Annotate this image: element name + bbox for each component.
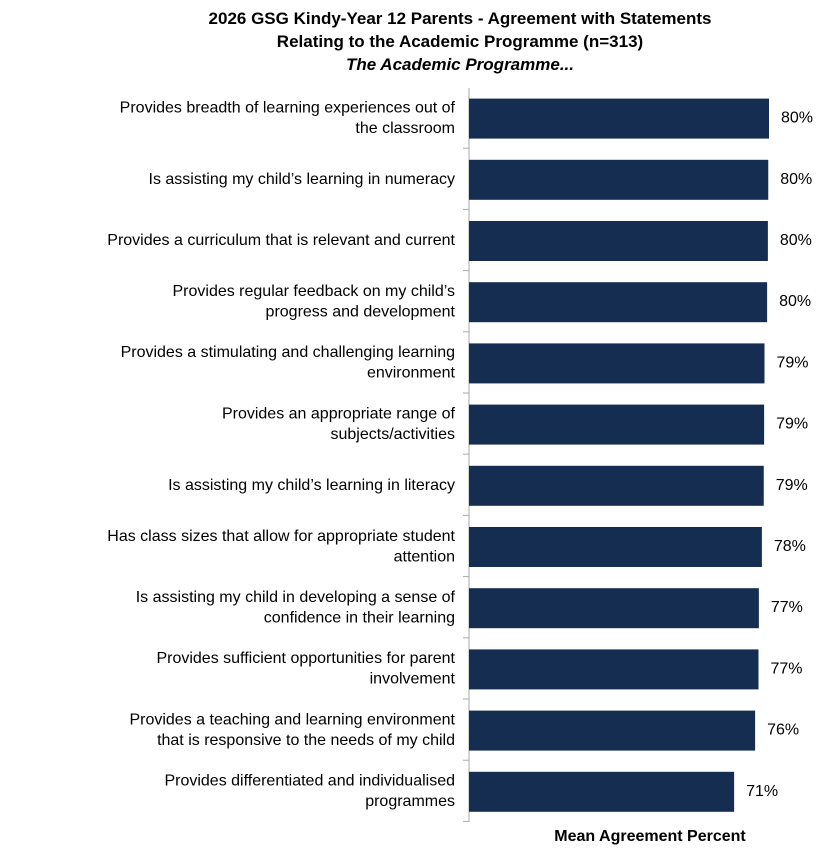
bar — [469, 282, 768, 323]
category-label: Provides differentiated and individualis… — [164, 773, 455, 811]
chart-subtitle: The Academic Programme... — [346, 55, 574, 74]
bar — [469, 465, 764, 506]
value-label: 80% — [780, 171, 812, 188]
value-label: 71% — [746, 783, 778, 800]
category-label: Provides a curriculum that is relevant a… — [107, 232, 455, 249]
bar — [469, 98, 769, 139]
value-label: 79% — [777, 355, 809, 372]
bar — [469, 771, 735, 812]
value-label: 80% — [781, 110, 813, 127]
chart-title: 2026 GSG Kindy-Year 12 Parents - Agreeme… — [209, 9, 712, 51]
value-label: 77% — [771, 661, 803, 678]
category-label: Is assisting my child’s learning in lite… — [168, 477, 455, 494]
category-label: Provides a stimulating and challenging l… — [121, 344, 456, 382]
category-label: Has class sizes that allow for appropria… — [107, 528, 455, 566]
bar — [469, 159, 769, 200]
category-label: Provides regular feedback on my child’s p… — [172, 283, 455, 321]
value-label: 79% — [776, 416, 808, 433]
value-label: 77% — [771, 599, 803, 616]
bar — [469, 221, 768, 261]
value-label: 76% — [767, 722, 799, 739]
bar — [469, 343, 765, 384]
value-label: 80% — [779, 293, 811, 310]
x-axis-label: Mean Agreement Percent — [554, 828, 746, 845]
value-label: 79% — [776, 477, 808, 494]
value-label: 80% — [780, 232, 812, 249]
category-label: Provides breadth of learning experiences… — [120, 100, 456, 138]
category-label: Is assisting my child in developing a se… — [136, 589, 456, 627]
bar — [469, 588, 759, 629]
category-label: Provides sufficient opportunities for pa… — [156, 650, 455, 688]
category-label: Provides a teaching and learning environ… — [129, 712, 455, 750]
value-label: 78% — [774, 538, 806, 555]
bar — [469, 527, 762, 567]
bar — [469, 649, 759, 690]
category-label: Is assisting my child’s learning in nume… — [149, 171, 456, 188]
category-label: Provides an appropriate range of subjects… — [222, 406, 456, 444]
bar — [469, 710, 756, 751]
bar — [469, 404, 765, 445]
